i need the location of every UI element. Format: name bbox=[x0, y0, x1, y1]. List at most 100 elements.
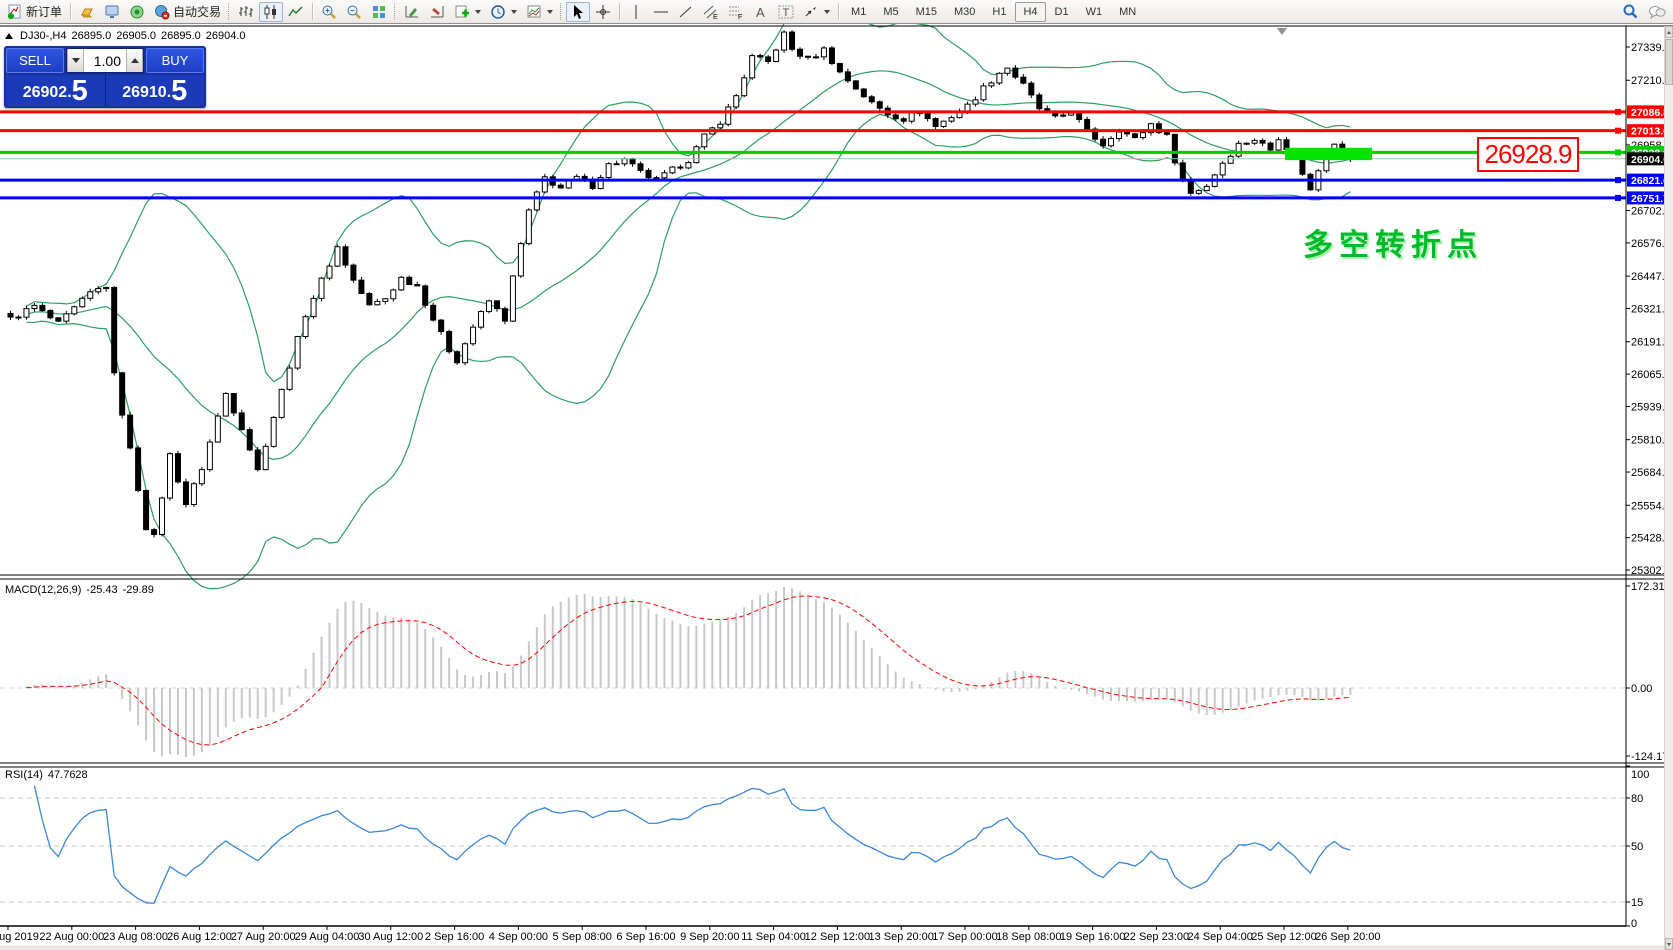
turning-point-note[interactable]: 多空转折点 bbox=[1303, 229, 1483, 262]
pane-separators[interactable] bbox=[0, 574, 1673, 768]
svg-text:26 Aug 12:00: 26 Aug 12:00 bbox=[167, 931, 232, 943]
new-order-icon bbox=[7, 4, 23, 20]
rsi-line bbox=[33, 785, 1351, 904]
svg-text:9 Sep 20:00: 9 Sep 20:00 bbox=[680, 931, 739, 943]
high-value: 26905.0 bbox=[116, 30, 156, 42]
candlesticks bbox=[7, 30, 1354, 538]
dock-windows-button[interactable] bbox=[425, 2, 449, 22]
new-order-button[interactable]: 新订单 bbox=[3, 2, 66, 22]
volume-decrease-button[interactable] bbox=[67, 49, 84, 72]
bollinger-bands bbox=[26, 24, 1351, 590]
buy-price[interactable]: 26910 . 5 bbox=[106, 75, 205, 106]
macd-histogram bbox=[17, 587, 1352, 757]
svg-text:24 Sep 04:00: 24 Sep 04:00 bbox=[1187, 931, 1252, 943]
gold-button[interactable] bbox=[75, 2, 99, 22]
svg-text:26821.0: 26821.0 bbox=[1631, 175, 1669, 187]
svg-text:0: 0 bbox=[1631, 918, 1637, 930]
svg-text:25810.0: 25810.0 bbox=[1631, 435, 1671, 447]
sell-price-dot: . bbox=[67, 84, 72, 101]
svg-text:26065.5: 26065.5 bbox=[1631, 369, 1671, 381]
arrows-button[interactable] bbox=[799, 2, 834, 22]
vertical-scrollbar[interactable] bbox=[1664, 26, 1673, 950]
chart-canvas[interactable]: 27339.527210.026958.026702.526576.526447… bbox=[0, 24, 1673, 950]
svg-text:26751.7: 26751.7 bbox=[1631, 193, 1669, 205]
text-button[interactable]: A bbox=[749, 2, 773, 22]
svg-text:F: F bbox=[738, 14, 742, 20]
timeframe-m1[interactable]: M1 bbox=[851, 5, 867, 18]
horizontal-lines[interactable] bbox=[0, 108, 1626, 201]
cursor-button[interactable] bbox=[566, 1, 591, 22]
templates-button[interactable] bbox=[522, 2, 557, 22]
sell-button[interactable]: SELL bbox=[6, 48, 64, 73]
low-value: 26895.0 bbox=[161, 30, 201, 42]
svg-text:25 Sep 12:00: 25 Sep 12:00 bbox=[1251, 931, 1316, 943]
new-chart-icon bbox=[454, 4, 470, 20]
dropdown-caret-icon bbox=[824, 9, 831, 14]
chart-shift-marker-icon[interactable] bbox=[1277, 28, 1287, 35]
macd-header: MACD(12,26,9) -25.43 -29.89 bbox=[5, 584, 154, 596]
new-order-label: 新订单 bbox=[26, 5, 63, 19]
svg-text:100: 100 bbox=[1631, 769, 1649, 781]
svg-text:25939.5: 25939.5 bbox=[1631, 401, 1671, 413]
trendline-button[interactable] bbox=[674, 2, 698, 22]
toolbar-separator bbox=[312, 3, 314, 20]
chat-button[interactable] bbox=[1644, 2, 1670, 22]
timeframe-h1[interactable]: H1 bbox=[992, 5, 1007, 18]
timeframe-h4[interactable]: H4 bbox=[1015, 1, 1046, 22]
channel-icon: E bbox=[703, 4, 719, 21]
tile-windows-button[interactable] bbox=[367, 2, 391, 22]
zoom-out-button[interactable] bbox=[342, 2, 366, 22]
line-chart-button[interactable] bbox=[284, 2, 308, 22]
macd-label: MACD(12,26,9) bbox=[5, 584, 82, 596]
timeframe-m30[interactable]: M30 bbox=[954, 5, 976, 18]
svg-text:A: A bbox=[756, 5, 765, 20]
auto-trading-button[interactable]: 自动交易 bbox=[150, 2, 225, 22]
timeframe-mn[interactable]: MN bbox=[1119, 5, 1137, 18]
crosshair-button[interactable] bbox=[591, 2, 615, 22]
scroll-up-button[interactable] bbox=[1665, 26, 1673, 38]
new-chart-button[interactable] bbox=[450, 2, 485, 22]
scroll-down-button[interactable] bbox=[1665, 938, 1673, 950]
zoom-in-icon bbox=[321, 4, 337, 20]
volume-input[interactable] bbox=[84, 49, 126, 72]
scrollbar-thumb[interactable] bbox=[1665, 39, 1673, 85]
candlestick-chart-button[interactable] bbox=[259, 1, 284, 22]
bar-chart-button[interactable] bbox=[234, 2, 258, 22]
text-label-button[interactable]: T bbox=[774, 2, 798, 22]
periods-button[interactable] bbox=[486, 2, 521, 22]
timeframe-d1[interactable]: D1 bbox=[1054, 5, 1069, 18]
vertical-line-button[interactable] bbox=[624, 2, 648, 22]
volume-increase-button[interactable] bbox=[126, 49, 143, 72]
svg-text:T: T bbox=[783, 7, 790, 19]
buy-price-main: 26910 bbox=[122, 84, 167, 101]
rsi-level-lines bbox=[0, 797, 1626, 903]
auto-arrange-button[interactable] bbox=[400, 2, 424, 22]
timeframe-m5[interactable]: M5 bbox=[883, 5, 899, 18]
chart-borders bbox=[0, 25, 1673, 950]
fibonacci-button[interactable]: F bbox=[724, 2, 748, 22]
svg-text:172.31: 172.31 bbox=[1631, 581, 1665, 593]
timeframe-m15[interactable]: M15 bbox=[915, 5, 937, 18]
svg-text:4 Sep 00:00: 4 Sep 00:00 bbox=[489, 931, 548, 943]
svg-text:26576.5: 26576.5 bbox=[1631, 238, 1671, 250]
price-callout-label[interactable]: 26928.9 bbox=[1477, 137, 1579, 172]
timeframe-w1[interactable]: W1 bbox=[1085, 5, 1103, 18]
chart-window: 27339.527210.026958.026702.526576.526447… bbox=[0, 24, 1673, 950]
buy-button[interactable]: BUY bbox=[146, 48, 204, 73]
zoom-in-button[interactable] bbox=[317, 2, 341, 22]
sell-price[interactable]: 26902 . 5 bbox=[6, 75, 106, 106]
search-button[interactable] bbox=[1618, 2, 1643, 22]
green-zone-rectangle[interactable] bbox=[1285, 147, 1372, 161]
rsi-axis[interactable]: 100 80 50 15 0 bbox=[1626, 765, 1649, 930]
horizontal-line-button[interactable] bbox=[649, 2, 673, 22]
news-button[interactable] bbox=[125, 2, 149, 22]
equidistant-channel-button[interactable]: E bbox=[699, 2, 723, 22]
macd-axis[interactable]: 172.31 0.00 -124.17 bbox=[1626, 581, 1668, 763]
one-click-trading-panel: SELL BUY 26902 . 5 26910 . 5 bbox=[4, 46, 206, 108]
collapse-icon[interactable] bbox=[5, 33, 13, 39]
svg-text:13 Sep 20:00: 13 Sep 20:00 bbox=[868, 931, 933, 943]
market-window-button[interactable] bbox=[100, 2, 124, 22]
price-axis[interactable]: 27339.527210.026958.026702.526576.526447… bbox=[1626, 42, 1671, 577]
svg-text:15: 15 bbox=[1631, 897, 1643, 909]
